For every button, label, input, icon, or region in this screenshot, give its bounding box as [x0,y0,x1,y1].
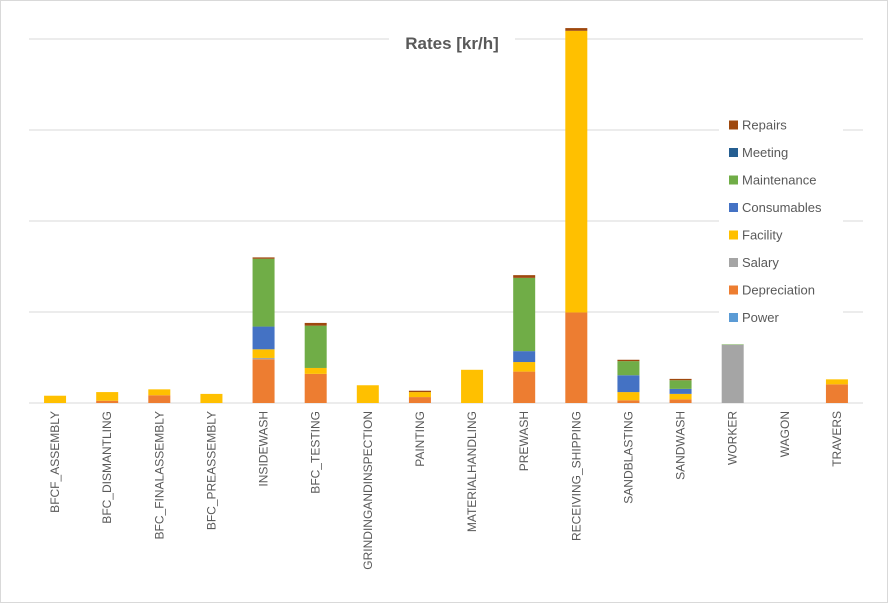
bar-maintenance-sandwash [670,380,692,389]
legend-swatch-facility [729,231,738,240]
bar-maintenance-sandblasting [617,361,639,375]
bar-facility-insidewash [253,349,275,358]
bar-consumables-sandblasting [617,375,639,392]
x-tick-label: BFCF_ASSEMBLY [48,411,62,513]
bar-facility-sandblasting [617,392,639,400]
legend-label-consumables: Consumables [742,200,822,215]
bar-maintenance-prewash [513,278,535,351]
x-tick-label: BFC_FINALASSEMBLY [152,411,166,539]
bar-facility-bfc_finalassembly [148,389,170,395]
legend-label-meeting: Meeting [742,145,788,160]
bar-repairs-prewash [513,275,535,278]
x-tick-label: WORKER [726,411,740,465]
bar-maintenance-bfc_testing [305,326,327,368]
x-tick-label: PREWASH [517,411,531,471]
bar-depreciation-painting [409,397,431,403]
legend-swatch-salary [729,258,738,267]
bar-depreciation-insidewash [253,359,275,403]
bar-repairs-receiving_shipping [565,28,587,31]
bar-consumables-sandwash [670,389,692,394]
bar-salary-worker [722,345,744,403]
bar-facility-bfc_dismantling [96,392,118,401]
bar-depreciation-bfc_dismantling [96,401,118,403]
bar-depreciation-sandblasting [617,400,639,403]
legend-swatch-repairs [729,121,738,130]
bar-depreciation-bfc_testing [305,374,327,403]
x-tick-label: GRINDINGANDINSPECTION [361,411,375,570]
bar-consumables-insidewash [253,327,275,350]
x-tick-label: SANDBLASTING [621,411,635,504]
legend-label-power: Power [742,310,780,325]
bar-repairs-insidewash [253,257,275,258]
bar-maintenance-insidewash [253,259,275,327]
x-tick-label: INSIDEWASH [257,411,271,487]
legend-label-depreciation: Depreciation [742,283,815,298]
bar-repairs-painting [409,391,431,392]
x-tick-label: RECEIVING_SHIPPING [569,411,583,541]
bar-depreciation-prewash [513,372,535,403]
legend-label-salary: Salary [742,255,779,270]
bar-facility-materialhandling [461,370,483,403]
legend-label-facility: Facility [742,228,783,243]
x-tick-label: PAINTING [413,411,427,467]
bar-facility-bfcf_assembly [44,396,66,403]
chart-title: Rates [kr/h] [405,34,499,53]
x-tick-label: TRAVERS [830,411,844,467]
legend-swatch-consumables [729,203,738,212]
legend-swatch-depreciation [729,286,738,295]
bar-facility-bfc_testing [305,368,327,374]
bar-depreciation-travers [826,384,848,403]
legend: Repairs Meeting Maintenance Consumables Faci… [719,111,843,333]
legend-swatch-power [729,313,738,322]
bar-consumables-prewash [513,351,535,362]
bar-facility-prewash [513,362,535,372]
bar-repairs-sandwash [670,379,692,380]
bar-facility-painting [409,392,431,397]
bar-depreciation-sandwash [670,399,692,403]
bar-repairs-bfc_testing [305,323,327,326]
bar-depreciation-receiving_shipping [565,312,587,403]
bar-facility-sandwash [670,394,692,399]
legend-label-maintenance: Maintenance [742,173,816,188]
bar-depreciation-bfc_finalassembly [148,395,170,403]
chart-title-group: Rates [kr/h] [389,27,515,57]
bar-facility-grindingandinspection [357,385,379,403]
bar-salary-insidewash [253,358,275,359]
bar-facility-bfc_preassembly [200,394,222,403]
x-tick-label: MATERIALHANDLING [465,411,479,532]
legend-swatch-maintenance [729,176,738,185]
x-tick-label: BFC_TESTING [309,411,323,494]
bar-facility-receiving_shipping [565,31,587,313]
x-tick-label: SANDWASH [674,411,688,480]
bar-facility-travers [826,379,848,384]
legend-label-repairs: Repairs [742,118,787,133]
x-tick-label: BFC_PREASSEMBLY [204,411,218,530]
x-tick-label: WAGON [778,411,792,457]
bar-repairs-sandblasting [617,360,639,361]
x-tick-label: BFC_DISMANTLING [100,411,114,524]
legend-swatch-meeting [729,148,738,157]
